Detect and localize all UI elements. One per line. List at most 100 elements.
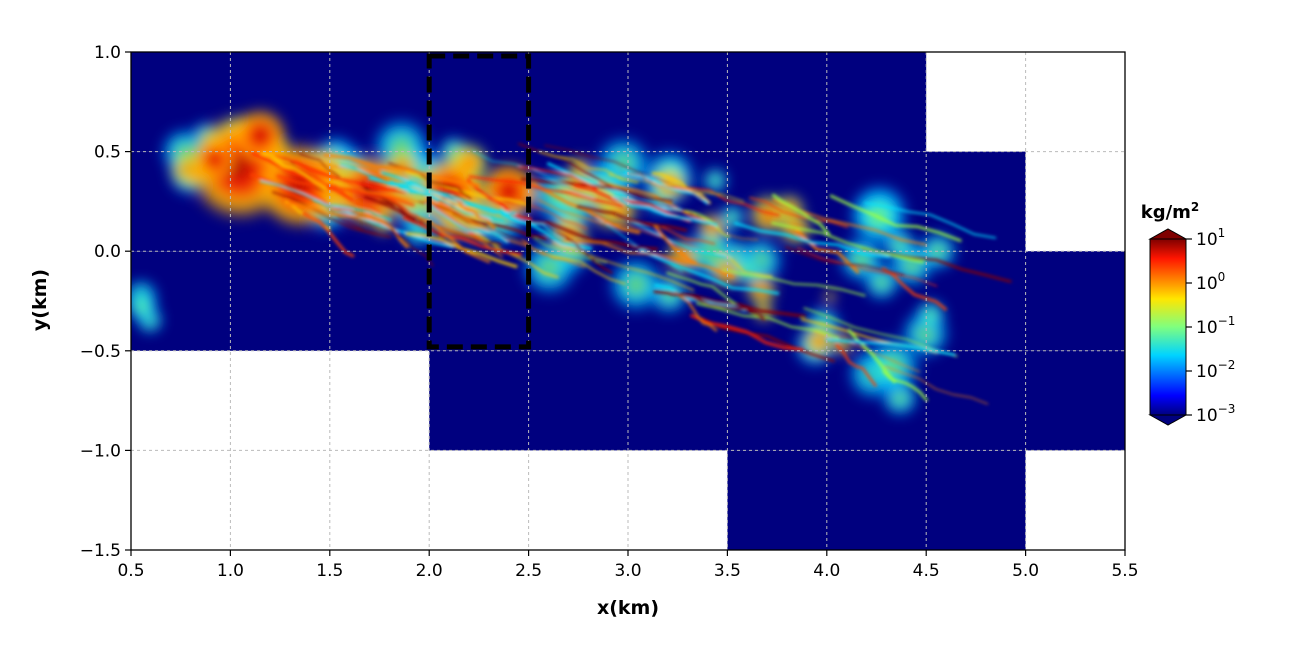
plume-filament [285, 202, 373, 221]
y-axis-label: y(km) [29, 269, 51, 331]
plume-filament [426, 202, 509, 244]
plume-filament [499, 207, 565, 241]
x-tick-label: 1.0 [217, 561, 244, 581]
plume-core-blob [192, 137, 237, 182]
colorbar-top-extension [1148, 228, 1188, 240]
x-tick-label: 5.5 [1111, 561, 1138, 581]
plume-filament [538, 199, 665, 239]
y-tick-label: 0.5 [94, 143, 121, 163]
plume-filament [468, 175, 624, 208]
y-tick-label: −1.0 [80, 441, 121, 461]
y-tick-label: −1.5 [80, 541, 121, 561]
highlight-box-rect [426, 53, 532, 350]
x-tick-label: 2.5 [515, 561, 542, 581]
plume-filament [733, 221, 890, 259]
plume-filament [555, 231, 613, 275]
plume-halo-blob [700, 165, 730, 196]
y-tick-label: −0.5 [80, 342, 121, 362]
plume-filament [683, 209, 730, 239]
plume-filament [674, 185, 780, 217]
plume-warm-blob [823, 290, 837, 304]
plume-filament [259, 180, 392, 222]
plume-filament [323, 153, 480, 188]
plume-filament [450, 193, 496, 231]
plume-halo-blob [131, 288, 161, 326]
colorbar-tick-label: 100 [1196, 270, 1225, 294]
plume-filament [521, 239, 586, 268]
plume-filament [418, 201, 529, 243]
plume-filament [526, 220, 658, 251]
plume-filament [695, 302, 840, 340]
plume-filament [423, 220, 504, 258]
plume-filament [531, 182, 641, 235]
plume-filament [539, 151, 639, 184]
plume-filament [700, 316, 836, 363]
plume-filament [347, 181, 450, 208]
plume-filament [689, 313, 804, 352]
plume-filament [451, 211, 548, 240]
plume-filament [785, 246, 905, 276]
colorbar-tick-label: 10−3 [1196, 402, 1235, 426]
plume-filament [614, 212, 731, 258]
plume-filament [607, 174, 745, 202]
x-tick-label: 5.0 [1012, 561, 1039, 581]
plume-filament [276, 174, 415, 207]
plume-filament [249, 173, 353, 212]
plume-halo-blob [861, 262, 902, 303]
plume-filament [803, 307, 958, 358]
plume-filament [796, 247, 938, 287]
plume-filament [573, 183, 691, 223]
x-tick-label: 1.5 [316, 561, 343, 581]
plume-halo-blob [605, 254, 667, 316]
colorbar: kg/m2 101 100 10−1 10−2 10−3 [1141, 200, 1236, 426]
plume-filament [598, 181, 709, 222]
plume-filament [470, 228, 559, 279]
colorbar-tick-label: 101 [1196, 226, 1225, 250]
plume-filament [466, 178, 532, 221]
plume-filament [771, 221, 925, 264]
x-tick-label: 2.0 [416, 561, 443, 581]
plume-filament [471, 150, 595, 198]
plume-filament [847, 328, 897, 384]
x-tick-label: 0.5 [117, 561, 144, 581]
plume-filament [576, 204, 688, 232]
plume-filament [379, 200, 445, 241]
plume-filament [653, 290, 767, 321]
plume-filament [651, 172, 712, 205]
plume-filament [771, 193, 831, 236]
plume-filament [518, 165, 598, 191]
plume-filament [722, 268, 866, 297]
plume-halo-blob [861, 334, 924, 398]
plume-filament [389, 179, 505, 223]
plume-filament [715, 250, 773, 278]
colorbar-bottom-extension [1148, 414, 1188, 426]
plume-filament [669, 292, 806, 318]
plume-filament [653, 224, 697, 265]
plume-filament [825, 337, 956, 357]
plume-filament [390, 228, 434, 267]
plume-filament [674, 291, 718, 332]
plume-filament [666, 271, 737, 305]
plume-filament [546, 161, 683, 212]
plume-filament [835, 343, 878, 388]
x-tick-label: 3.5 [714, 561, 741, 581]
plume-filament [628, 173, 704, 201]
y-tick-label: 0.0 [94, 242, 121, 262]
x-tick-label: 3.0 [614, 561, 641, 581]
x-tick-label: 4.5 [913, 561, 940, 581]
plume-filament [576, 239, 735, 279]
plume-filament [251, 151, 354, 202]
plume-filament [339, 163, 440, 203]
plume-filament [271, 191, 392, 238]
plume-warm-blob [709, 254, 744, 289]
plume-halo-blob [913, 297, 948, 333]
plume-filament [387, 196, 433, 231]
plume-filament [402, 216, 523, 257]
y-ticks: 1.0 0.5 0.0 −0.5 −1.0 −1.5 [80, 43, 131, 561]
plume-field [131, 107, 1012, 419]
plume-filament [749, 196, 849, 228]
plume-filament [638, 248, 780, 295]
background-cell-4 [727, 450, 1026, 550]
plume-filament [301, 211, 355, 258]
